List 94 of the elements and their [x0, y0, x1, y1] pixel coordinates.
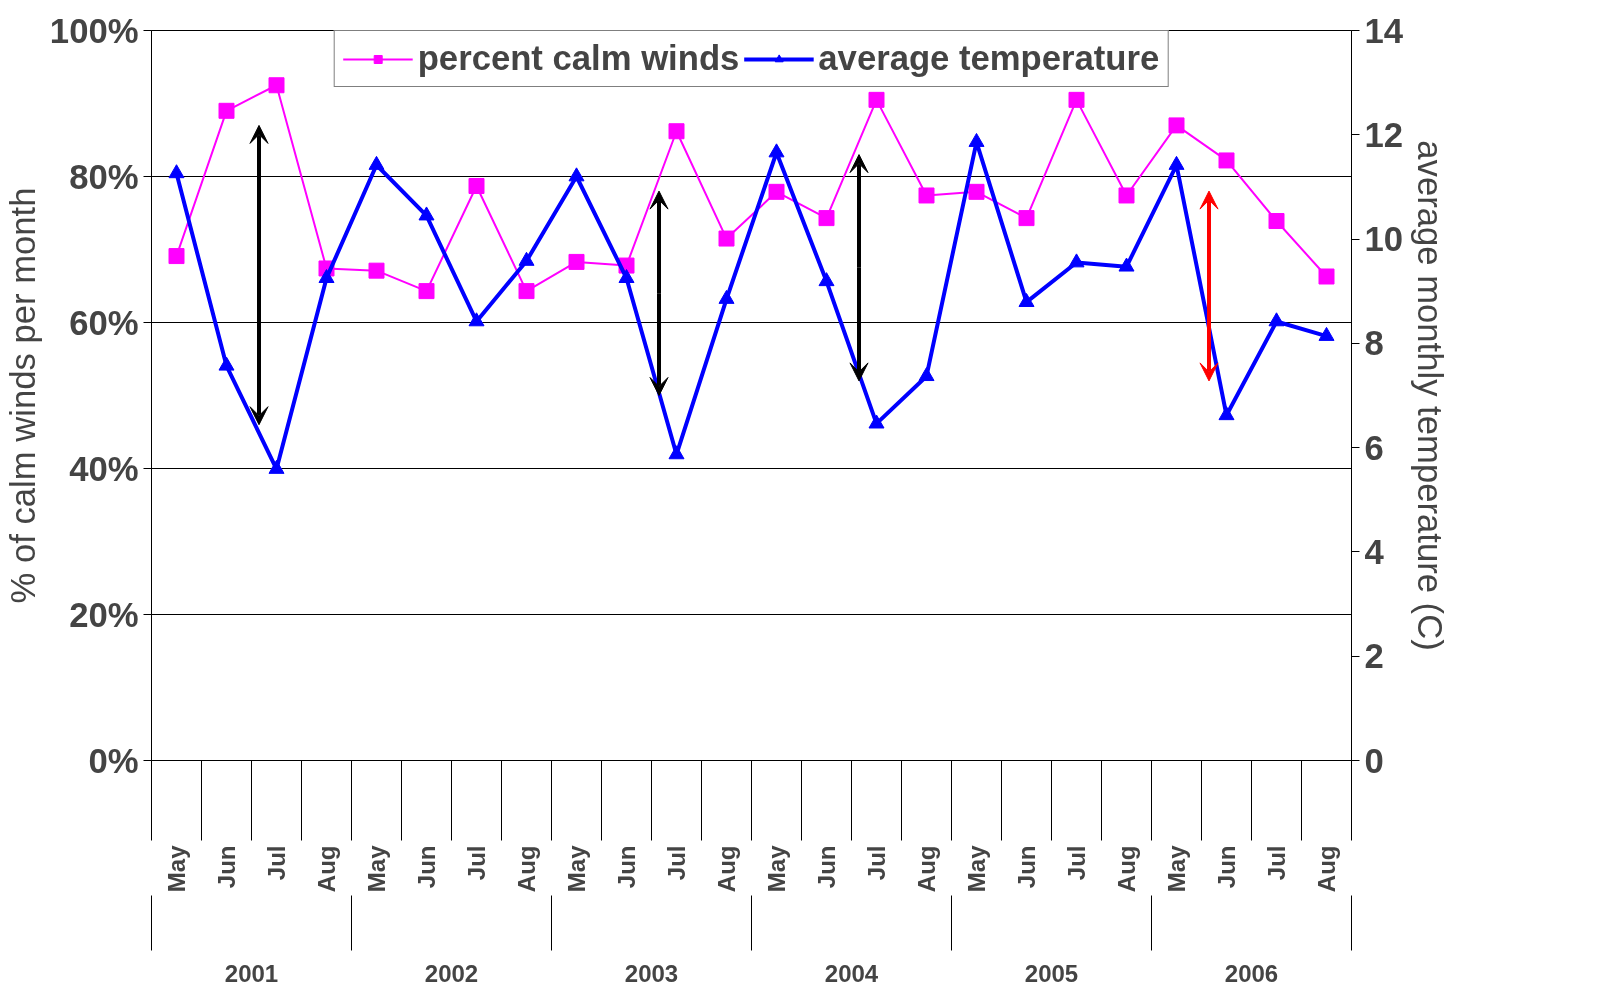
point [218, 356, 235, 371]
point [168, 248, 185, 265]
point [718, 230, 735, 247]
point [218, 102, 235, 119]
text: 2001 [224, 959, 279, 987]
point [968, 132, 985, 147]
point [768, 183, 785, 200]
text: 2002 [424, 959, 479, 987]
y2-tick-label: 4 [1364, 532, 1385, 571]
point [668, 445, 685, 460]
y2-tick-label: 14 [1364, 11, 1404, 50]
y2-axis-title: average monthly temperature (C) [1411, 140, 1450, 651]
text: 2003 [624, 959, 679, 987]
point [468, 177, 485, 194]
x-tick-label: Aug [513, 845, 540, 893]
y-axis-title: % of calm winds per month [3, 187, 42, 604]
y-tick-label: 0% [88, 741, 139, 780]
point [1268, 213, 1285, 230]
point [1018, 210, 1035, 227]
y2-tick-label: 6 [1364, 428, 1384, 467]
point [1318, 268, 1335, 285]
point [1168, 117, 1185, 134]
point [918, 367, 935, 382]
x-tick-label: Jun [413, 845, 440, 889]
x-tick-label: Jun [1213, 845, 1240, 889]
x-tick-label: Jul [463, 845, 490, 881]
point [1068, 253, 1085, 268]
y-tick-label: 80% [69, 157, 139, 196]
point [768, 143, 785, 158]
y2-tick-label: 10 [1364, 220, 1404, 259]
point [868, 91, 885, 108]
x-tick-label: Jun [213, 845, 240, 889]
point [1218, 406, 1235, 421]
y-tick-label: 100% [49, 11, 139, 50]
x-tick-label: May [563, 844, 590, 893]
x-tick-label: Aug [313, 845, 340, 893]
point [418, 206, 435, 221]
x-tick-label: Aug [713, 845, 740, 893]
point [168, 164, 185, 179]
point [618, 269, 635, 284]
point [668, 123, 685, 140]
point [1018, 293, 1035, 307]
point [1168, 155, 1185, 170]
text: 2006 [1224, 959, 1279, 987]
text: 2005 [1024, 959, 1079, 987]
x-tick-label: Jul [663, 845, 690, 881]
y2-tick-label: 8 [1364, 324, 1384, 363]
point [818, 272, 835, 287]
x-tick-label: May [763, 844, 790, 893]
point [1068, 91, 1085, 108]
x-tick-label: May [163, 844, 190, 893]
x-tick-label: Aug [1113, 845, 1140, 893]
y2-tick-label: 0 [1364, 741, 1384, 780]
point [468, 312, 485, 327]
point [568, 253, 585, 270]
point [268, 459, 285, 474]
x-tick-label: Jun [1013, 845, 1040, 889]
point [518, 283, 535, 300]
point [318, 269, 335, 284]
point [868, 414, 885, 429]
text: 2004 [824, 959, 879, 987]
point [268, 77, 285, 94]
point [368, 155, 385, 170]
point [918, 187, 935, 204]
point [368, 262, 385, 279]
point [1318, 326, 1335, 341]
point [1118, 187, 1135, 204]
point [1118, 257, 1135, 272]
x-tick-label: Jun [813, 845, 840, 889]
x-tick-label: Jun [613, 845, 640, 889]
x-tick-label: May [1163, 844, 1190, 893]
point [568, 167, 585, 182]
x-tick-label: May [963, 844, 990, 893]
x-tick-label: Aug [1313, 845, 1340, 893]
y-tick-label: 20% [69, 595, 139, 634]
point [818, 210, 835, 227]
x-tick-label: Aug [913, 845, 940, 893]
point [968, 183, 985, 200]
x-tick-label: Jul [863, 845, 890, 881]
y2-tick-label: 2 [1364, 637, 1384, 676]
y2-tick-label: 12 [1364, 115, 1404, 154]
x-tick-label: Jul [1063, 845, 1090, 881]
legend-label: average temperature [818, 39, 1160, 78]
point [518, 251, 535, 266]
x-tick-label: Jul [1263, 845, 1290, 881]
x-tick-label: Jul [263, 845, 290, 881]
y-tick-label: 60% [69, 303, 139, 342]
point [418, 283, 435, 300]
point [1218, 152, 1235, 169]
legend-label: percent calm winds [417, 39, 740, 78]
y-tick-label: 40% [69, 449, 139, 488]
x-tick-label: May [363, 844, 390, 893]
point [1268, 312, 1285, 327]
point [718, 289, 735, 304]
